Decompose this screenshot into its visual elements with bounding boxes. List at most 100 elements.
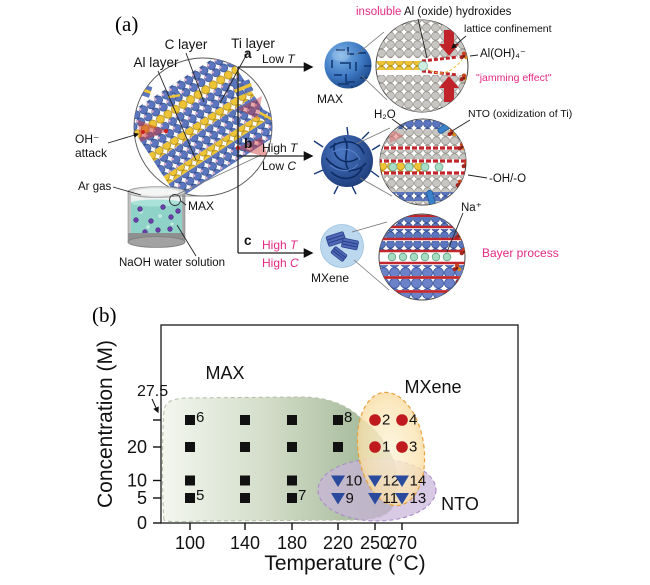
ti-layer-pointer [219, 51, 249, 104]
zoom-cone-line [175, 154, 262, 196]
data-point-nto [395, 493, 409, 505]
branch-b-key: b [244, 136, 252, 151]
data-point-max [185, 415, 195, 425]
confinement-arrow-down [439, 30, 459, 56]
c-layer-pointer [185, 52, 205, 103]
point-label-1: 1 [382, 439, 390, 456]
branch-b-condition-1: High T [262, 141, 299, 155]
x-axis-title: Temperature (°C) [264, 552, 425, 575]
data-point-max [185, 442, 195, 452]
annotation-27-5: 27.5 [137, 383, 168, 400]
oh-attack-cone [236, 137, 268, 158]
point-label-5: 5 [196, 487, 204, 504]
region-label-nto: NTO [441, 494, 479, 514]
oh-attack-pointer [107, 132, 140, 144]
branch-c-condition-1: High T [262, 238, 299, 252]
point-label-12: 12 [383, 473, 400, 490]
nto-ball-threads [325, 137, 367, 180]
point-label-2: 2 [382, 412, 390, 429]
data-point-mxene [369, 414, 381, 426]
x-tick-label: 140 [230, 533, 260, 553]
h2o-pointer [391, 118, 408, 131]
sphere-highlight [332, 49, 350, 61]
branch-a-key: a [244, 46, 252, 61]
y-tick-label: 10 [127, 471, 147, 491]
point-label-6: 6 [196, 409, 204, 426]
data-point-max [287, 493, 297, 503]
annotation-arrow [151, 398, 159, 414]
nto-ball-spikes [313, 126, 381, 195]
na-ion-row [387, 252, 452, 262]
point-label-4: 4 [409, 412, 417, 429]
nto-ball-threads-light [329, 148, 361, 171]
x-tick-label: 220 [323, 533, 353, 553]
na-label: Na⁺ [461, 202, 482, 214]
y-tick-label: 20 [127, 437, 147, 457]
data-point-max [240, 415, 250, 425]
aloh4-label: Al(OH)₄⁻ [480, 48, 526, 60]
data-point-max [287, 475, 297, 486]
max-flake [167, 91, 181, 101]
data-point-max [287, 415, 297, 425]
point-label-10: 10 [346, 473, 363, 490]
oh-attack-cone [237, 96, 262, 119]
data-point-max [185, 475, 195, 486]
x-tick-label: 270 [387, 533, 417, 553]
oh-o-label: -OH/-O [489, 173, 526, 185]
x-tick-label: 180 [277, 533, 307, 553]
branch-c-condition-2: High C [262, 256, 299, 270]
inset-b-content [380, 119, 466, 205]
phase-regions [161, 391, 437, 523]
data-points-layer: 6 85 72 41 310 12 149 11 13 [185, 409, 426, 507]
oh-ion [141, 130, 145, 134]
point-label-9: 9 [346, 490, 354, 507]
max-product-label: MAX [317, 92, 343, 106]
al-layer-pointer [157, 70, 197, 161]
h2o-label: H₂O [374, 109, 396, 121]
oh-attack-label-2: attack [75, 146, 108, 160]
lattice-confinement-label: lattice confinement [464, 23, 552, 35]
nto-pointer [451, 119, 471, 132]
mxene-flakes [325, 231, 359, 262]
data-point-nto [395, 475, 409, 487]
oh-attack-label-1: OH⁻ [75, 132, 99, 146]
region-label-max: MAX [205, 363, 244, 383]
branch-b-condition-2: Low C [262, 159, 296, 173]
c-layer-label: C layer [165, 37, 208, 52]
oh-ion [163, 128, 169, 134]
max-solution-pointer [180, 200, 187, 206]
insoluble-annotation: insoluble Al (oxide) hydroxides [356, 6, 512, 18]
point-label-7: 7 [298, 487, 306, 504]
ar-gas-label: Ar gas [78, 181, 111, 193]
data-point-max [240, 442, 250, 452]
insoluble-pointer [417, 18, 428, 59]
oh-o-pointer [467, 174, 488, 179]
data-point-nto [331, 493, 345, 505]
point-label-3: 3 [409, 439, 417, 456]
al-layer-label: Al layer [133, 55, 179, 70]
data-point-max [333, 415, 343, 425]
inset-a-content [376, 20, 468, 112]
data-point-mxene [396, 441, 408, 453]
data-point-nto [368, 475, 382, 487]
panel-a-tag: (a) [115, 12, 138, 36]
max-layered-structure [134, 58, 272, 196]
max-particles [133, 204, 181, 235]
data-point-max [333, 442, 343, 452]
data-point-nto [331, 475, 345, 487]
x-tick-label: 250 [360, 533, 390, 553]
y-tick-label: 0 [137, 513, 147, 533]
y-axis-title: Concentration (M) [94, 340, 117, 508]
jamming-effect-label: "jamming effect" [476, 72, 552, 84]
branch-a-condition: Low T [262, 52, 296, 66]
data-point-max [287, 442, 297, 452]
y-tick-label: 5 [137, 488, 147, 508]
max-flake [257, 108, 272, 124]
point-label-14: 14 [410, 473, 427, 490]
naoh-label: NaOH water solution [119, 257, 225, 269]
x-tick-label: 100 [175, 533, 205, 553]
al-atom [418, 61, 428, 71]
